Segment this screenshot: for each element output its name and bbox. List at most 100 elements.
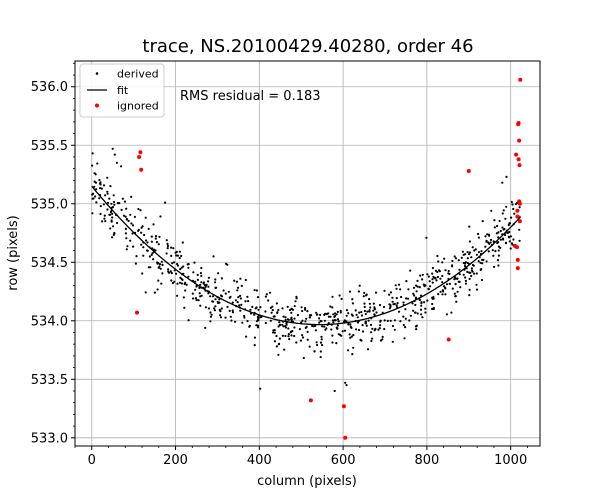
- data-points: [91, 77, 523, 440]
- derived-point: [182, 296, 185, 299]
- plot-frame: [74, 60, 541, 447]
- derived-point: [512, 238, 515, 241]
- derived-point: [518, 239, 521, 242]
- derived-point: [154, 237, 157, 240]
- derived-point: [171, 281, 174, 285]
- derived-point: [391, 340, 394, 343]
- derived-point: [296, 314, 299, 317]
- derived-point: [368, 302, 371, 305]
- derived-point: [194, 288, 197, 291]
- derived-point: [412, 292, 415, 295]
- derived-point: [275, 302, 278, 305]
- derived-point: [236, 286, 240, 289]
- derived-point: [157, 261, 160, 265]
- derived-point: [331, 295, 334, 298]
- derived-point: [498, 219, 501, 223]
- ignored-point: [514, 152, 519, 157]
- derived-point: [404, 317, 407, 320]
- derived-point: [454, 283, 457, 286]
- derived-point: [122, 214, 126, 217]
- derived-point: [306, 330, 309, 333]
- derived-point: [396, 302, 399, 305]
- derived-point: [199, 283, 202, 286]
- derived-point: [369, 306, 372, 309]
- derived-point: [497, 254, 500, 257]
- derived-point: [489, 241, 492, 244]
- derived-point: [226, 305, 229, 308]
- derived-point: [98, 197, 101, 200]
- derived-point: [166, 242, 169, 245]
- derived-point: [204, 326, 207, 329]
- derived-point: [219, 314, 222, 317]
- derived-point: [158, 265, 161, 268]
- derived-point: [337, 333, 340, 336]
- x-tick-label: 200: [163, 453, 188, 468]
- derived-point: [339, 309, 342, 312]
- derived-point: [302, 356, 305, 360]
- derived-point: [178, 250, 181, 253]
- derived-point: [214, 281, 217, 284]
- legend-ignored-label: ignored: [117, 100, 159, 113]
- derived-point: [236, 289, 239, 292]
- derived-point: [210, 313, 213, 316]
- derived-point: [475, 283, 478, 286]
- derived-point: [211, 300, 214, 303]
- derived-point: [443, 286, 447, 289]
- derived-point: [395, 297, 398, 300]
- derived-point: [343, 329, 347, 332]
- derived-point: [301, 319, 304, 322]
- derived-point: [181, 278, 184, 281]
- derived-point: [194, 280, 197, 283]
- derived-point: [439, 277, 442, 280]
- derived-point: [180, 266, 183, 269]
- derived-point: [333, 389, 336, 393]
- derived-point: [412, 286, 416, 289]
- derived-point: [277, 325, 280, 328]
- derived-point: [99, 205, 102, 208]
- derived-point: [224, 292, 227, 295]
- derived-point: [244, 300, 247, 303]
- derived-point: [129, 239, 132, 242]
- derived-point: [101, 220, 104, 223]
- derived-point: [468, 225, 471, 228]
- derived-point: [343, 320, 346, 323]
- y-tick-label: 533.0: [31, 431, 68, 446]
- derived-point: [294, 300, 297, 303]
- derived-point: [383, 327, 386, 331]
- derived-point: [407, 297, 410, 300]
- derived-point: [193, 261, 196, 264]
- derived-point: [153, 291, 156, 294]
- derived-point: [104, 194, 107, 197]
- derived-point: [137, 229, 140, 232]
- derived-point: [93, 185, 96, 188]
- derived-point: [331, 306, 334, 309]
- derived-point: [125, 217, 128, 221]
- derived-point: [461, 250, 464, 253]
- derived-point: [473, 272, 476, 275]
- derived-point: [222, 289, 225, 292]
- ignored-point: [517, 163, 522, 168]
- derived-point: [287, 335, 290, 338]
- derived-point: [115, 161, 118, 164]
- derived-point: [388, 293, 391, 296]
- derived-point: [432, 296, 435, 299]
- derived-point: [167, 268, 170, 271]
- derived-point: [475, 272, 478, 275]
- derived-point: [230, 319, 233, 322]
- derived-point: [196, 278, 199, 281]
- derived-point: [144, 291, 147, 294]
- derived-point: [301, 309, 304, 313]
- derived-point: [288, 308, 292, 312]
- derived-point: [275, 345, 278, 348]
- derived-point: [248, 325, 251, 328]
- derived-point: [349, 323, 352, 326]
- derived-point: [419, 274, 422, 277]
- derived-point: [456, 290, 459, 293]
- derived-point: [405, 280, 408, 283]
- derived-point: [474, 248, 477, 251]
- derived-point: [264, 310, 267, 313]
- derived-point: [295, 341, 298, 344]
- derived-point: [447, 269, 450, 273]
- derived-point: [493, 219, 496, 222]
- derived-point: [95, 201, 98, 204]
